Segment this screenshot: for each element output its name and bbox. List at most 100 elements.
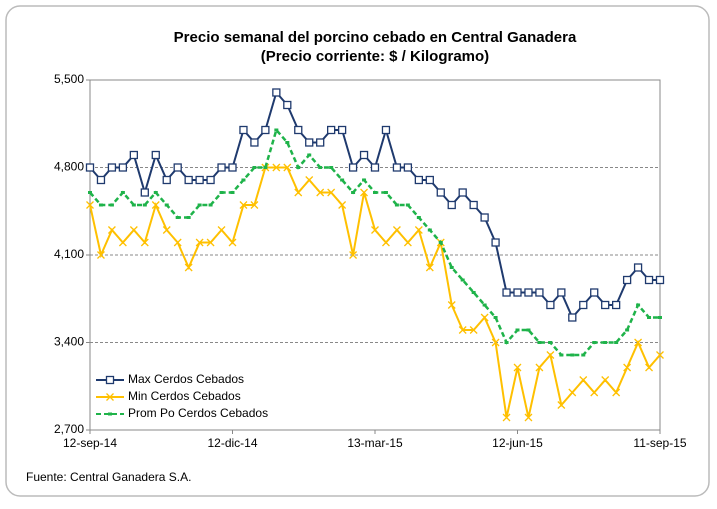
point-marker	[98, 203, 103, 207]
point-marker	[612, 300, 621, 310]
point-marker	[120, 191, 125, 194]
point-marker	[458, 326, 467, 334]
point-marker	[88, 191, 92, 194]
x-tick-label: 12-dic-14	[207, 436, 257, 450]
point-marker	[272, 88, 281, 97]
point-marker	[285, 141, 290, 144]
point-marker	[469, 200, 478, 210]
point-marker	[96, 175, 106, 185]
point-marker	[493, 316, 498, 319]
x-tick-label: 12-sep-14	[63, 436, 117, 450]
y-tick-label: 4,100	[54, 247, 84, 261]
point-marker	[349, 251, 358, 259]
point-marker	[162, 226, 171, 234]
point-marker	[526, 328, 531, 332]
point-marker	[294, 188, 303, 197]
point-marker	[645, 363, 653, 372]
point-marker	[524, 288, 533, 297]
point-marker	[272, 163, 281, 172]
point-marker	[197, 203, 202, 207]
point-marker	[184, 263, 193, 272]
point-marker	[296, 166, 301, 169]
x-tick-label: 11-sep-15	[633, 436, 686, 450]
point-marker	[548, 341, 553, 344]
y-tick-label: 4,800	[54, 160, 84, 174]
point-marker	[513, 288, 522, 297]
point-marker	[636, 303, 641, 307]
point-marker	[570, 353, 575, 357]
point-marker	[208, 203, 213, 207]
point-marker	[164, 203, 169, 207]
point-marker	[173, 163, 182, 172]
point-marker	[195, 175, 204, 185]
point-marker	[318, 166, 323, 169]
point-marker	[392, 226, 401, 234]
point-marker	[546, 351, 555, 359]
point-marker	[633, 263, 643, 272]
point-marker	[348, 163, 358, 172]
y-tick-label: 2,700	[54, 422, 84, 436]
point-marker	[416, 216, 421, 219]
point-marker	[307, 153, 312, 157]
point-marker	[502, 288, 511, 297]
point-marker	[491, 338, 500, 347]
point-marker	[622, 275, 632, 285]
point-marker	[219, 191, 224, 194]
point-marker	[230, 191, 235, 194]
point-marker	[480, 313, 489, 322]
point-marker	[153, 191, 158, 194]
point-marker	[436, 188, 445, 197]
point-marker	[383, 191, 388, 194]
y-tick-label: 3,400	[54, 335, 84, 349]
point-marker	[524, 413, 533, 422]
point-marker	[173, 238, 182, 247]
point-marker	[425, 263, 434, 272]
point-marker	[294, 125, 303, 135]
point-marker	[414, 226, 423, 234]
point-marker	[109, 203, 114, 207]
point-marker	[537, 341, 542, 344]
point-marker	[394, 203, 399, 207]
point-marker	[647, 316, 652, 319]
point-marker	[568, 388, 577, 397]
point-marker	[151, 201, 160, 209]
legend-marker	[105, 375, 115, 385]
point-marker	[329, 166, 334, 169]
point-marker	[140, 238, 149, 247]
point-marker	[371, 226, 379, 234]
legend-label: Max Cerdos Cebados	[128, 372, 244, 386]
point-marker	[438, 241, 443, 244]
point-marker	[129, 150, 138, 160]
point-marker	[625, 328, 630, 332]
point-marker	[612, 388, 621, 397]
point-marker	[175, 216, 180, 219]
point-marker	[614, 341, 619, 344]
point-marker	[140, 188, 149, 197]
point-marker	[261, 125, 270, 135]
point-marker	[338, 201, 347, 209]
point-marker	[107, 226, 116, 234]
point-marker	[360, 188, 368, 197]
point-marker	[250, 138, 259, 147]
point-marker	[557, 288, 566, 297]
point-marker	[239, 201, 248, 209]
point-marker	[471, 291, 476, 294]
point-marker	[305, 176, 314, 184]
point-marker	[107, 163, 117, 172]
point-marker	[305, 138, 314, 147]
point-marker	[381, 125, 391, 135]
legend-marker	[108, 412, 112, 416]
point-marker	[568, 313, 577, 322]
point-marker	[469, 326, 478, 334]
point-marker	[129, 226, 138, 234]
point-marker	[590, 388, 599, 397]
point-marker	[482, 303, 487, 307]
legend-marker	[106, 393, 114, 401]
point-marker	[513, 363, 522, 372]
point-marker	[655, 275, 665, 285]
point-marker	[502, 413, 511, 422]
point-marker	[316, 188, 325, 197]
point-marker	[581, 353, 586, 357]
point-marker	[392, 163, 402, 172]
